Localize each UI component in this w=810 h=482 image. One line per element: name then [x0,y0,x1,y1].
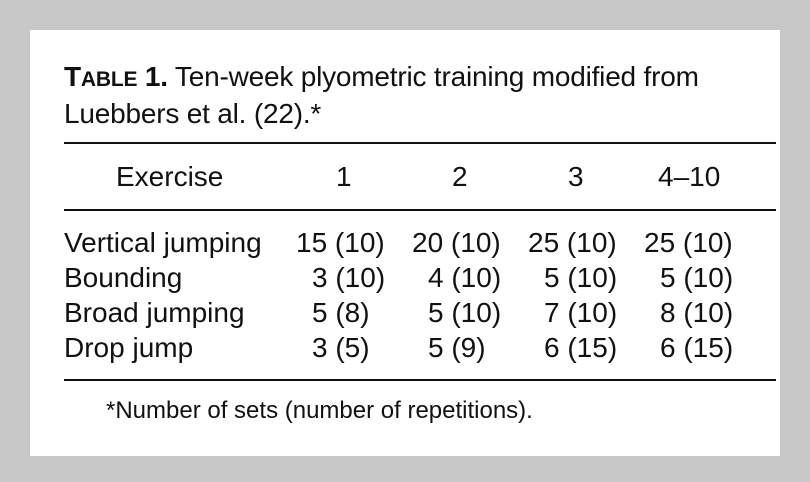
row-bounding-w1: 3 (10) [312,262,386,293]
row-drop-jump-w1: 3 (5) [312,332,370,363]
row-vertical-jumping-w1: 15 (10) [296,227,385,258]
row-broad-jumping-w4-10: 8 (10) [660,297,734,328]
row-vertical-jumping-exercise: Vertical jumping [64,227,262,258]
row-vertical-jumping-w2: 20 (10) [412,227,501,258]
bottom-rule [64,379,776,381]
header-week-4-10: 4–10 [658,161,721,192]
row-vertical-jumping-w3: 25 (10) [528,227,617,258]
header-week-2: 2 [452,161,468,192]
header-week-1: 1 [336,161,352,192]
row-broad-jumping-w3: 7 (10) [544,297,618,328]
table-document: TABLE 1. Ten-week plyometric training mo… [30,30,780,456]
row-bounding-w2: 4 (10) [428,262,502,293]
header-exercise: Exercise [116,161,224,192]
row-drop-jump-exercise: Drop jump [64,332,194,363]
row-broad-jumping-w1: 5 (8) [312,297,370,328]
row-broad-jumping-w2: 5 (10) [428,297,502,328]
table-caption: TABLE 1. Ten-week plyometric training mo… [64,60,764,131]
row-drop-jump-w2: 5 (9) [428,332,486,363]
row-vertical-jumping-w4-10: 25 (10) [644,227,733,258]
row-drop-jump-w4-10: 6 (15) [660,332,734,363]
row-bounding-w4-10: 5 (10) [660,262,734,293]
header-week-3: 3 [568,161,584,192]
table-caption-text: Ten-week plyometric training modified fr… [64,61,699,129]
row-drop-jump-w3: 6 (15) [544,332,618,363]
top-rule [64,142,776,144]
row-broad-jumping-exercise: Broad jumping [64,297,245,328]
table-footnote: *Number of sets (number of repetitions). [106,397,533,424]
row-bounding-w3: 5 (10) [544,262,618,293]
row-bounding-exercise: Bounding [64,262,183,293]
header-rule [64,209,776,211]
table-label: TABLE 1. [64,61,168,92]
